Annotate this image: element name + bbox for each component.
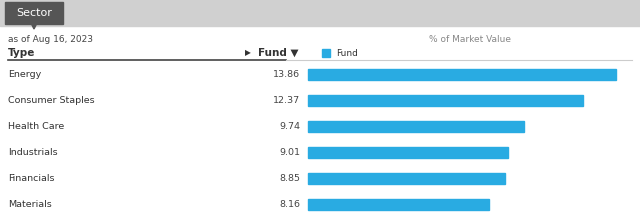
- Bar: [308, 95, 582, 106]
- Text: Consumer Staples: Consumer Staples: [8, 96, 95, 105]
- Bar: [308, 121, 524, 132]
- Text: 9.01: 9.01: [279, 148, 300, 157]
- Text: Financials: Financials: [8, 174, 54, 183]
- Bar: [308, 199, 489, 210]
- Text: Energy: Energy: [8, 71, 41, 79]
- Bar: [322, 49, 330, 57]
- Text: 8.16: 8.16: [279, 200, 300, 208]
- Text: 9.74: 9.74: [279, 122, 300, 131]
- Text: 13.86: 13.86: [273, 71, 300, 79]
- Text: Industrials: Industrials: [8, 148, 58, 157]
- Text: Materials: Materials: [8, 200, 52, 208]
- Text: 8.85: 8.85: [279, 174, 300, 183]
- Text: % of Market Value: % of Market Value: [429, 35, 511, 44]
- Bar: [308, 69, 616, 80]
- Bar: [308, 147, 508, 158]
- Text: Fund ▼: Fund ▼: [258, 48, 298, 58]
- Text: Sector: Sector: [16, 8, 52, 18]
- Text: 12.37: 12.37: [273, 96, 300, 105]
- Text: Type: Type: [8, 48, 35, 58]
- Bar: [5, 2, 63, 24]
- Text: Health Care: Health Care: [8, 122, 64, 131]
- Bar: [308, 173, 504, 184]
- Text: as of Aug 16, 2023: as of Aug 16, 2023: [8, 35, 93, 44]
- Text: Fund: Fund: [336, 48, 358, 58]
- Polygon shape: [31, 24, 36, 29]
- Bar: [0, 0, 640, 26]
- Text: ▶: ▶: [245, 48, 251, 58]
